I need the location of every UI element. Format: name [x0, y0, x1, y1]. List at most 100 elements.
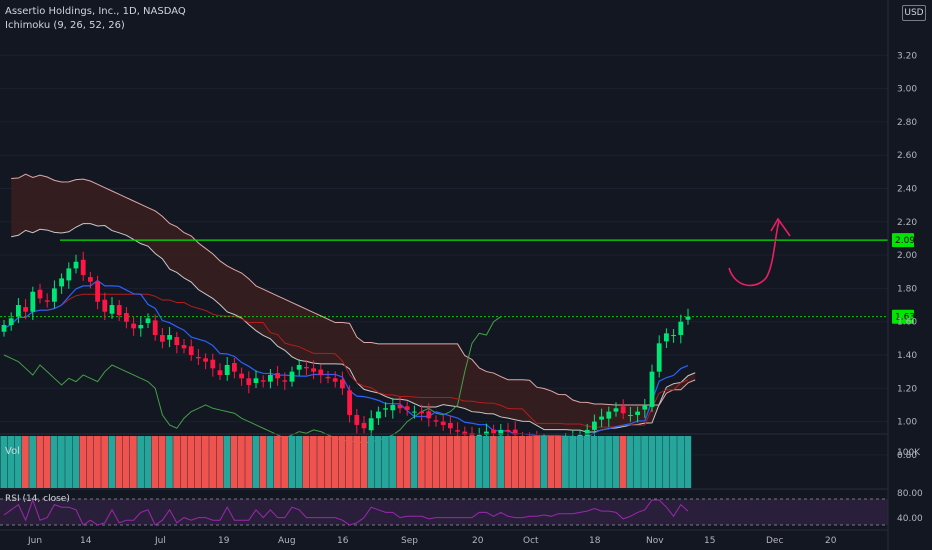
- volume-bar: [410, 436, 418, 488]
- volume-bar: [72, 436, 80, 488]
- time-tick-label: 20: [825, 536, 837, 546]
- candle-body: [289, 371, 295, 382]
- rsi-legend[interactable]: RSI (14, close): [5, 494, 70, 504]
- candle-body: [440, 421, 446, 425]
- candle-body: [599, 416, 604, 420]
- candle-body: [613, 408, 619, 412]
- volume-bar: [446, 436, 454, 488]
- volume-bar: [137, 436, 144, 488]
- volume-bar: [158, 436, 166, 488]
- volume-bar: [389, 436, 396, 488]
- candle-body: [224, 364, 230, 375]
- candle-body: [59, 278, 64, 287]
- candle-body: [131, 323, 136, 329]
- price-tick-label: 2.20: [897, 218, 917, 228]
- candle-body: [167, 335, 172, 340]
- volume-bar: [439, 436, 447, 488]
- candle-body: [174, 337, 180, 346]
- candle-body: [664, 333, 669, 342]
- time-tick-label: Aug: [278, 536, 296, 546]
- candle-body: [282, 380, 288, 382]
- rsi-tick-label: 80.00: [897, 489, 923, 499]
- candle-body: [210, 359, 216, 369]
- candle-body: [635, 411, 640, 415]
- candle-body: [390, 404, 396, 411]
- candle-body: [354, 414, 360, 425]
- candle-body: [37, 289, 43, 299]
- level-tag: [892, 233, 914, 248]
- volume-bar: [209, 436, 216, 488]
- volume-bar: [576, 436, 584, 488]
- time-tick-label: Jul: [154, 536, 166, 546]
- volume-bar: [166, 436, 173, 488]
- candle-body: [685, 316, 691, 320]
- volume-bar: [86, 436, 94, 488]
- volume-bar: [295, 436, 303, 488]
- candle-body: [196, 356, 201, 359]
- volume-bar: [684, 436, 692, 488]
- volume-bar: [641, 436, 648, 488]
- volume-bar: [662, 436, 670, 488]
- candle-body: [448, 422, 453, 429]
- volume-bar: [180, 436, 188, 488]
- candle-body: [116, 305, 122, 316]
- volume-bar: [482, 436, 490, 488]
- volume-legend: Vol: [5, 446, 20, 457]
- candle-body: [426, 411, 432, 419]
- candle-body: [577, 434, 583, 437]
- candle-body: [145, 318, 151, 324]
- volume-bar: [194, 436, 202, 488]
- candle-body: [628, 414, 633, 416]
- volume-bar: [202, 436, 209, 488]
- volume-bar: [360, 436, 368, 488]
- price-tick-label: 1.40: [897, 351, 917, 361]
- volume-bar: [130, 436, 137, 488]
- volume-bar: [403, 436, 411, 488]
- candle-body: [311, 368, 316, 372]
- candle-body: [656, 343, 662, 372]
- candle-body: [368, 418, 374, 431]
- rsi-tick-label: 40.00: [897, 514, 923, 524]
- candle-body: [16, 305, 21, 317]
- rsi-line: [3, 498, 689, 526]
- candle-body: [109, 305, 115, 314]
- volume-bar: [223, 436, 231, 488]
- volume-bar: [382, 436, 389, 488]
- volume-bar: [504, 436, 512, 488]
- volume-pane: 100K: [0, 436, 921, 488]
- candle-body: [181, 345, 187, 349]
- volume-bar: [418, 436, 425, 488]
- candle-body: [66, 268, 72, 281]
- candle-body: [260, 380, 266, 382]
- candle-body: [469, 432, 475, 439]
- volume-bar: [14, 436, 22, 488]
- candle-body: [124, 313, 129, 322]
- price-tick-label: 2.80: [897, 118, 917, 128]
- time-tick-label: Jun: [27, 536, 42, 546]
- candle-body: [332, 378, 338, 382]
- candle-body: [23, 307, 28, 312]
- price-tick-label: 2.60: [897, 151, 917, 161]
- volume-bar: [605, 436, 612, 488]
- volume-bar: [50, 436, 58, 488]
- volume-bar: [281, 436, 288, 488]
- volume-bar: [144, 436, 152, 488]
- candle-body: [484, 431, 489, 435]
- currency-badge[interactable]: USD: [902, 5, 926, 21]
- volume-bar: [29, 436, 36, 488]
- candle-body: [498, 429, 504, 436]
- chikou-span: [3, 316, 502, 444]
- volume-bar: [583, 436, 591, 488]
- indicator-legend[interactable]: Ichimoku (9, 26, 52, 26): [5, 20, 125, 31]
- volume-bar: [0, 436, 8, 488]
- volume-bar: [526, 436, 533, 488]
- level-tag-label: 1.63: [895, 313, 915, 323]
- volume-bar: [216, 436, 224, 488]
- candle-body: [383, 408, 388, 410]
- volume-bar: [151, 436, 159, 488]
- volume-bar: [94, 436, 101, 488]
- time-axis: Jun 14 Jul 19 Aug 16 Sep 20 Oct 18 Nov 15 Dec 20: [27, 536, 837, 546]
- volume-bar: [245, 436, 252, 488]
